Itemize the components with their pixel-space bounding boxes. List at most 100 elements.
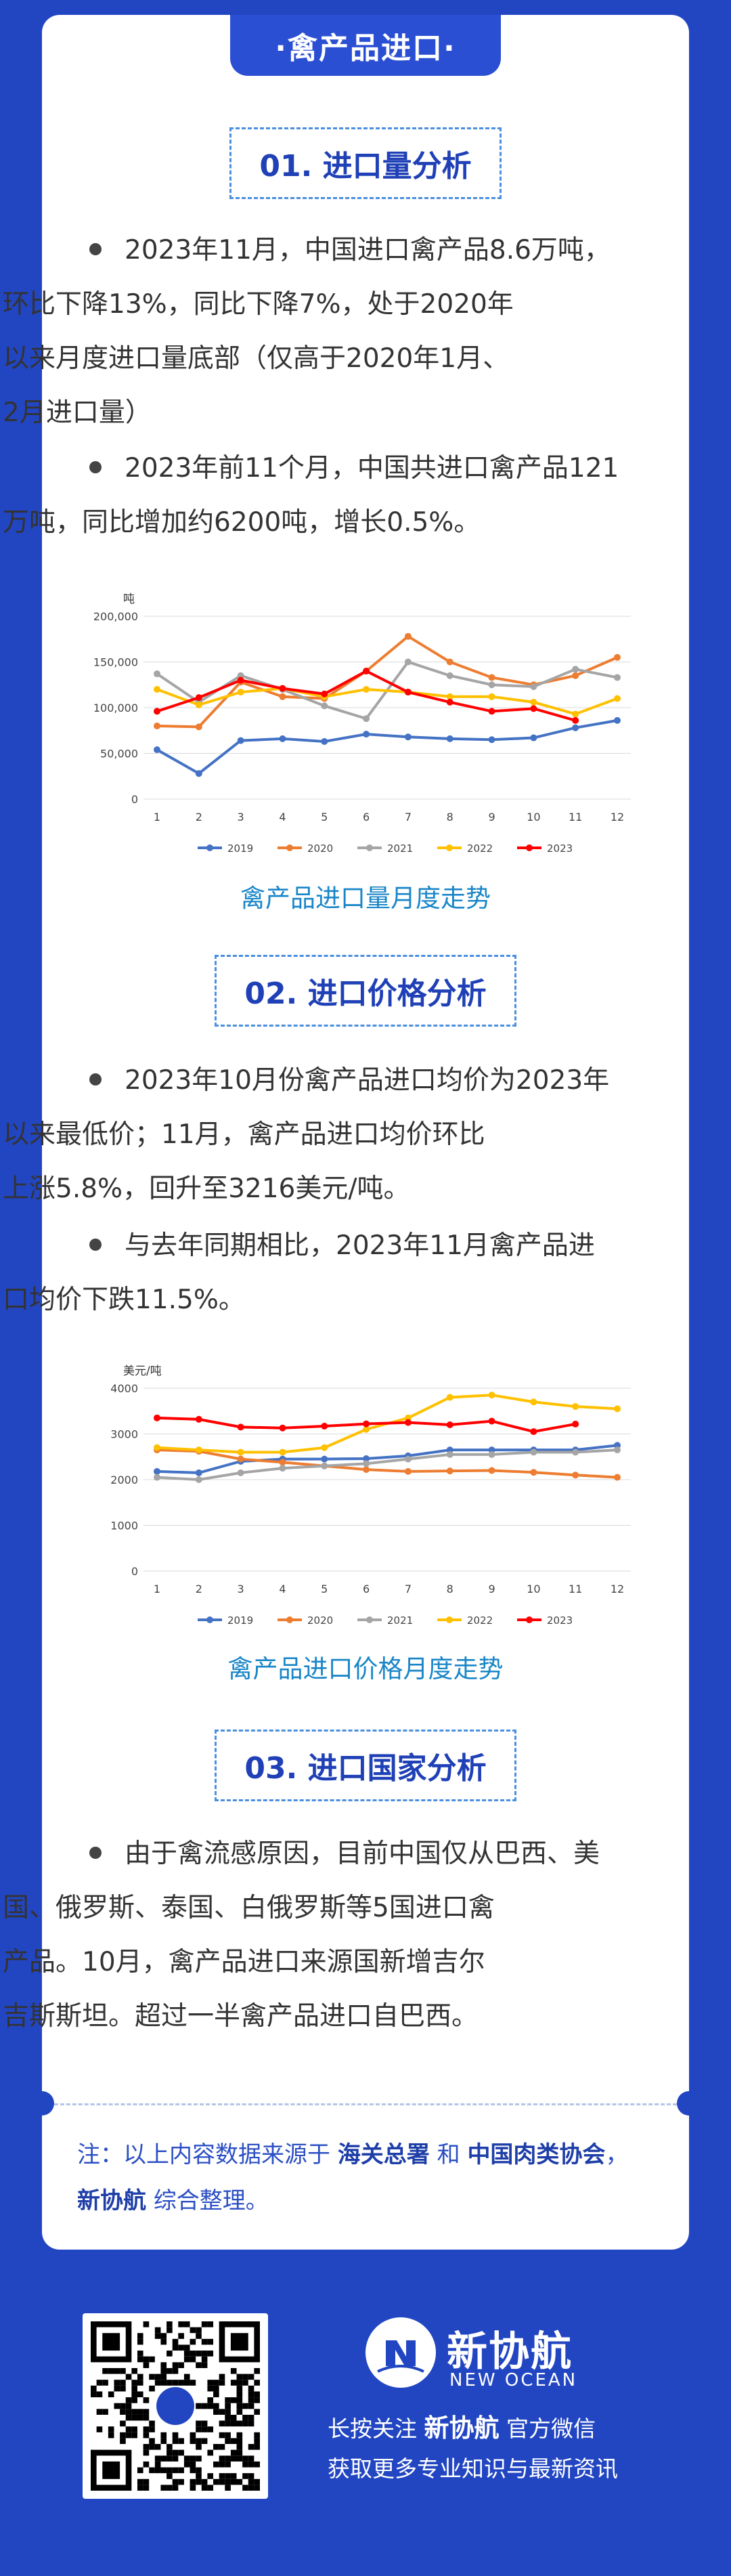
data-point-2019 (154, 1467, 160, 1475)
series-line-2023 (156, 669, 576, 722)
qr-module (149, 2438, 155, 2445)
qr-module (137, 2478, 143, 2485)
y-tick-label: 150,000 (93, 656, 138, 669)
qr-module (225, 2403, 231, 2409)
data-point-2020 (614, 1474, 621, 1481)
x-tick-label: 8 (447, 811, 453, 823)
data-point-2019 (404, 733, 412, 741)
legend-marker (366, 1616, 373, 1623)
qr-module (178, 2380, 184, 2386)
qr-module (196, 2333, 202, 2339)
qr-module (108, 2432, 114, 2439)
qr-module (213, 2461, 219, 2468)
qr-module (167, 2449, 173, 2456)
chart-caption-import-price: 禽产品进口价格月度走势 (227, 1654, 504, 1683)
qr-module (183, 2350, 190, 2357)
qr-module (149, 2374, 155, 2380)
data-point-2023 (530, 1428, 537, 1436)
qr-module (131, 2426, 137, 2432)
x-tick-label: 3 (238, 811, 244, 823)
source-customs: 海关总署 (337, 2141, 430, 2168)
legend-label: 2021 (387, 842, 413, 853)
x-tick-label: 4 (279, 1583, 286, 1595)
data-point-2019 (321, 1455, 328, 1463)
qr-module (201, 2338, 208, 2345)
qr-module (96, 2426, 103, 2432)
qr-module (190, 2438, 196, 2445)
import-price-chart: 美元/吨 0 1000 2000 3000 4000 1 2 3 4 5 6 7 8 9 10 11 12 2019… (89, 1354, 644, 1625)
content-card (42, 15, 689, 2250)
data-point-2023 (321, 690, 328, 697)
data-point-2022 (154, 686, 160, 693)
qr-module (242, 2420, 248, 2427)
qr-module (154, 2455, 161, 2462)
qr-module (96, 2409, 103, 2415)
data-point-2021 (446, 672, 453, 679)
qr-module (236, 2420, 243, 2427)
qr-module (201, 2420, 208, 2427)
legend-label: 2023 (547, 1614, 573, 1625)
qr-module (242, 2403, 248, 2409)
x-tick-label: 9 (488, 1583, 495, 1595)
qr-module (172, 2338, 179, 2345)
qr-module (254, 2444, 260, 2450)
x-tick-label: 11 (569, 811, 582, 823)
series-line-2019 (156, 718, 618, 775)
paragraph-import-countries: 由于禽流感原因，目前中国仅从巴西、美 国、俄罗斯、泰国、白俄罗斯等5国进口禽 产… (3, 1839, 600, 2032)
qr-module (248, 2444, 254, 2450)
qr-module (120, 2409, 126, 2415)
qr-code[interactable] (83, 2313, 268, 2499)
paragraph-import-volume-2: 2023年前11个月，中国共进口禽产品121 万吨，同比增加约6200吨，增长0… (3, 453, 619, 538)
qr-module (254, 2461, 260, 2468)
brand-name-en: NEW OCEAN (449, 2370, 578, 2390)
qr-module (108, 2426, 114, 2432)
qr-module (172, 2432, 179, 2439)
data-point-2021 (237, 1469, 244, 1476)
data-point-2020 (279, 693, 286, 700)
qr-module (154, 2374, 161, 2380)
qr-module (248, 2414, 254, 2421)
qr-module (236, 2380, 243, 2386)
data-point-2022 (488, 1392, 495, 1399)
qr-module (207, 2426, 214, 2432)
data-point-2021 (154, 670, 160, 678)
qr-module (254, 2432, 260, 2439)
qr-module (196, 2403, 202, 2409)
qr-module (207, 2449, 214, 2456)
qr-module (230, 2414, 237, 2421)
qr-module (167, 2444, 173, 2450)
legend-label: 2019 (227, 1614, 253, 1625)
qr-module (219, 2455, 225, 2462)
data-point-2019 (195, 1469, 202, 1476)
qr-finder-core (102, 2461, 120, 2479)
bullet-icon (89, 1846, 102, 1859)
qr-module (160, 2374, 167, 2380)
qr-module (114, 2403, 120, 2409)
qr-module (160, 2362, 167, 2368)
data-point-2022 (530, 1398, 537, 1406)
chart-caption-import-volume: 禽产品进口量月度走势 (240, 884, 491, 913)
qr-module (248, 2461, 254, 2468)
data-point-2023 (195, 694, 202, 702)
qr-module (91, 2391, 97, 2398)
data-point-2022 (195, 1446, 202, 1454)
qr-module (131, 2391, 137, 2398)
qr-module (160, 2380, 167, 2386)
qr-module (196, 2362, 202, 2368)
brand-name-cn: 新协航 (447, 2328, 573, 2376)
data-point-2020 (572, 1472, 579, 1479)
qr-module (190, 2338, 196, 2345)
qr-module (201, 2350, 208, 2357)
qr-module (137, 2333, 143, 2339)
qr-module (160, 2333, 167, 2339)
data-point-2019 (363, 1455, 370, 1462)
qr-module (120, 2380, 126, 2386)
qr-module (149, 2444, 155, 2450)
x-tick-label: 5 (321, 811, 328, 823)
qr-module (225, 2438, 231, 2445)
qr-module (172, 2467, 179, 2474)
x-tick-label: 6 (363, 811, 370, 823)
qr-module (190, 2432, 196, 2439)
qr-module (190, 2467, 196, 2474)
